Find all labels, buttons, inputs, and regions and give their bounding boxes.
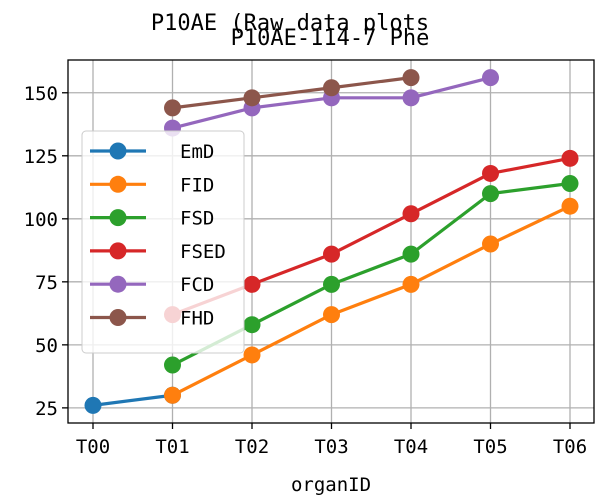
data-point: [243, 316, 261, 334]
legend-entry: FCD: [90, 274, 214, 296]
y-tick-label: 50: [35, 335, 58, 357]
chart-title: P10AE-114-7 Phe: [231, 26, 430, 51]
legend-label: FID: [180, 174, 214, 196]
series-line: [92, 393, 173, 407]
legend-marker: [109, 209, 127, 227]
series-fid: [164, 197, 579, 404]
legend-entry: FSD: [90, 208, 214, 230]
x-tick-label: T01: [155, 436, 189, 458]
data-point: [482, 235, 499, 253]
data-point: [482, 164, 499, 182]
x-tick-label: T02: [235, 436, 269, 458]
data-point: [323, 306, 340, 324]
legend-marker: [109, 142, 127, 160]
legend: EmD FID FSD FSED FCD FHD: [81, 130, 245, 354]
data-point: [243, 275, 261, 293]
series-line: [171, 204, 571, 397]
data-point: [402, 89, 420, 107]
chart-suptitle: P10AE (Raw data plots: [151, 11, 429, 36]
legend-label: FSED: [180, 241, 226, 263]
ticks: T00 T01 T02 T03 T04 T05 T06 25 50 75 100 125 150: [24, 83, 587, 458]
legend-marker: [109, 175, 127, 193]
data-point: [402, 205, 420, 223]
legend-entry: EmD: [90, 141, 214, 163]
data-point: [323, 79, 340, 97]
legend-label: FHD: [180, 308, 214, 330]
x-tick-label: T00: [76, 436, 110, 458]
data-point: [402, 275, 420, 293]
legend-marker: [109, 275, 127, 293]
legend-marker: [109, 309, 127, 326]
legend-marker: [109, 242, 127, 260]
x-tick-label: T05: [473, 436, 507, 458]
y-tick-label: 125: [24, 146, 58, 168]
data-point: [482, 185, 499, 203]
x-tick-label: T06: [553, 436, 587, 458]
legend-label: EmD: [180, 141, 214, 163]
data-point: [561, 175, 579, 193]
series-line: [172, 76, 412, 110]
series-fcd: [164, 69, 499, 137]
x-tick-label: T04: [394, 436, 428, 458]
y-tick-label: 150: [24, 83, 58, 105]
data-point: [323, 245, 340, 263]
data-point: [323, 275, 340, 293]
data-point: [243, 89, 261, 107]
data-point: [84, 396, 102, 414]
data-point: [482, 69, 499, 87]
data-point: [561, 149, 579, 167]
data-point: [561, 197, 579, 215]
legend-entry: FID: [90, 174, 214, 196]
y-tick-label: 25: [35, 398, 58, 420]
legend-label: FCD: [180, 274, 214, 296]
x-tick-label: T03: [314, 436, 348, 458]
legend-label: FSD: [180, 208, 214, 230]
data-point: [402, 245, 420, 263]
data-point: [164, 356, 181, 374]
legend-entry: FHD: [90, 308, 214, 330]
data-point: [164, 99, 181, 117]
legend-entry: FSED: [90, 241, 226, 263]
data-point: [164, 386, 181, 404]
y-tick-label: 100: [24, 209, 58, 231]
y-tick-label: 75: [35, 272, 58, 294]
data-point: [243, 346, 261, 364]
series-fhd: [164, 69, 420, 117]
x-axis-label: organID: [291, 474, 371, 496]
series-layer: [84, 69, 579, 414]
data-point: [402, 69, 420, 87]
